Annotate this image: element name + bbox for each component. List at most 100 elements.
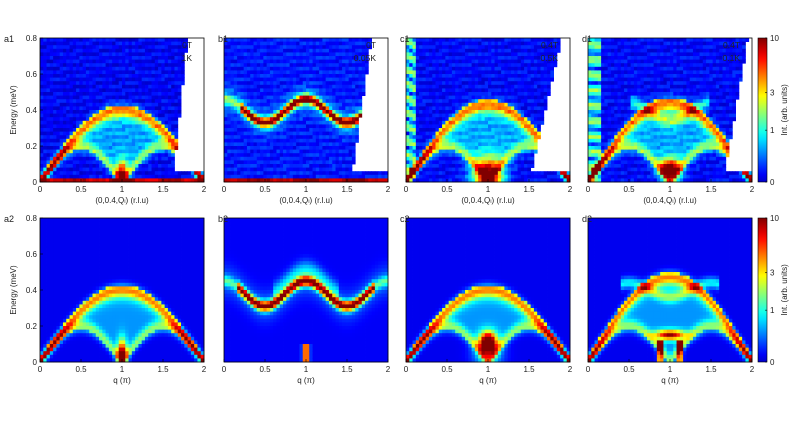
heatmap-cell — [158, 41, 162, 46]
heatmap-cell — [478, 167, 482, 172]
heatmap-cell — [122, 138, 126, 143]
heatmap-cell — [233, 95, 238, 100]
heatmap-cell — [102, 52, 106, 57]
heatmap-cell — [279, 106, 284, 111]
heatmap-cell — [514, 149, 518, 154]
heatmap-cell — [296, 117, 300, 122]
heatmap-cell — [118, 45, 123, 50]
heatmap-cell — [306, 138, 310, 143]
heatmap-cell — [246, 171, 251, 176]
heatmap-cell — [448, 131, 453, 136]
heatmap-cell — [484, 81, 489, 86]
heatmap-cell — [246, 81, 251, 86]
heatmap-cell — [174, 95, 179, 100]
heatmap-cell — [144, 66, 149, 71]
heatmap-cell — [141, 171, 146, 176]
heatmap-cell — [520, 74, 525, 78]
heatmap-cell — [517, 167, 522, 172]
heatmap-cell — [442, 102, 446, 107]
heatmap-cell — [507, 92, 512, 96]
heatmap-cell — [315, 81, 320, 86]
heatmap-cell — [69, 106, 74, 111]
heatmap-cell — [514, 106, 518, 111]
heatmap-cell — [253, 174, 258, 179]
heatmap-cell — [299, 95, 304, 100]
heatmap-cell — [286, 102, 290, 107]
heatmap-cell — [481, 102, 486, 107]
heatmap-cell — [49, 59, 54, 64]
heatmap-cell — [72, 124, 77, 129]
heatmap-cell — [40, 63, 44, 68]
heatmap-cell — [82, 146, 87, 150]
heatmap-cell — [322, 178, 327, 183]
heatmap-cell — [108, 38, 113, 42]
heatmap-cell — [451, 106, 456, 111]
heatmap-cell — [302, 84, 307, 89]
heatmap-cell — [428, 59, 433, 64]
heatmap-cell — [56, 153, 61, 158]
heatmap-cell — [266, 117, 271, 122]
heatmap-cell — [122, 146, 126, 150]
heatmap-cell — [517, 81, 522, 86]
heatmap-cell — [471, 81, 476, 86]
heatmap-cell — [138, 131, 143, 136]
heatmap-cell — [260, 174, 264, 179]
heatmap-cell — [448, 174, 453, 179]
heatmap-cell — [292, 171, 297, 176]
heatmap-cell — [161, 117, 166, 122]
heatmap-cell — [243, 174, 248, 179]
heatmap-cell — [167, 120, 172, 125]
heatmap-cell — [161, 52, 166, 57]
heatmap-cell — [246, 110, 251, 114]
heatmap-cell — [141, 135, 146, 140]
heatmap-cell — [40, 138, 44, 143]
heatmap-cell — [332, 149, 336, 154]
heatmap-cell — [79, 106, 84, 111]
heatmap-cell — [240, 156, 245, 161]
heatmap-cell — [465, 164, 469, 168]
heatmap-cell — [422, 84, 427, 89]
heatmap-cell — [504, 66, 509, 71]
heatmap-cell — [491, 128, 495, 132]
heatmap-cell — [99, 99, 103, 104]
heatmap-cell — [296, 156, 300, 161]
heatmap-cell — [448, 38, 453, 42]
heatmap-cell — [276, 84, 281, 89]
heatmap-cell — [406, 52, 410, 57]
heatmap-cell — [227, 142, 231, 147]
heatmap-cell — [154, 48, 159, 53]
heatmap-cell — [461, 56, 466, 60]
heatmap-cell — [289, 138, 294, 143]
heatmap-cell — [468, 63, 472, 68]
heatmap-cell — [243, 142, 248, 147]
heatmap-cell — [348, 167, 353, 172]
heatmap-cell — [465, 95, 469, 100]
heatmap-cell — [227, 95, 231, 100]
heatmap-cell — [517, 102, 522, 107]
heatmap-cell — [348, 128, 353, 132]
heatmap-cell — [59, 142, 64, 147]
heatmap-cell — [332, 77, 336, 82]
heatmap-cell — [154, 84, 159, 89]
heatmap-cell — [497, 59, 502, 64]
heatmap-cell — [59, 149, 64, 154]
heatmap-cell — [432, 178, 436, 183]
heatmap-cell — [348, 88, 353, 93]
heatmap-cell — [263, 149, 268, 154]
heatmap-cell — [455, 120, 459, 125]
heatmap-cell — [167, 99, 172, 104]
heatmap-cell — [524, 135, 528, 140]
heatmap-cell — [345, 95, 350, 100]
heatmap-cell — [266, 70, 271, 75]
heatmap-cell — [425, 117, 430, 122]
heatmap-cell — [322, 102, 327, 107]
heatmap-cell — [465, 149, 469, 154]
heatmap-cell — [419, 138, 423, 143]
heatmap-cell — [167, 149, 172, 154]
heatmap-cell — [412, 149, 417, 154]
heatmap-cell — [302, 160, 307, 165]
heatmap-cell — [348, 171, 353, 176]
heatmap-cell — [161, 88, 166, 93]
heatmap-cell — [43, 164, 47, 168]
heatmap-cell — [69, 81, 74, 86]
